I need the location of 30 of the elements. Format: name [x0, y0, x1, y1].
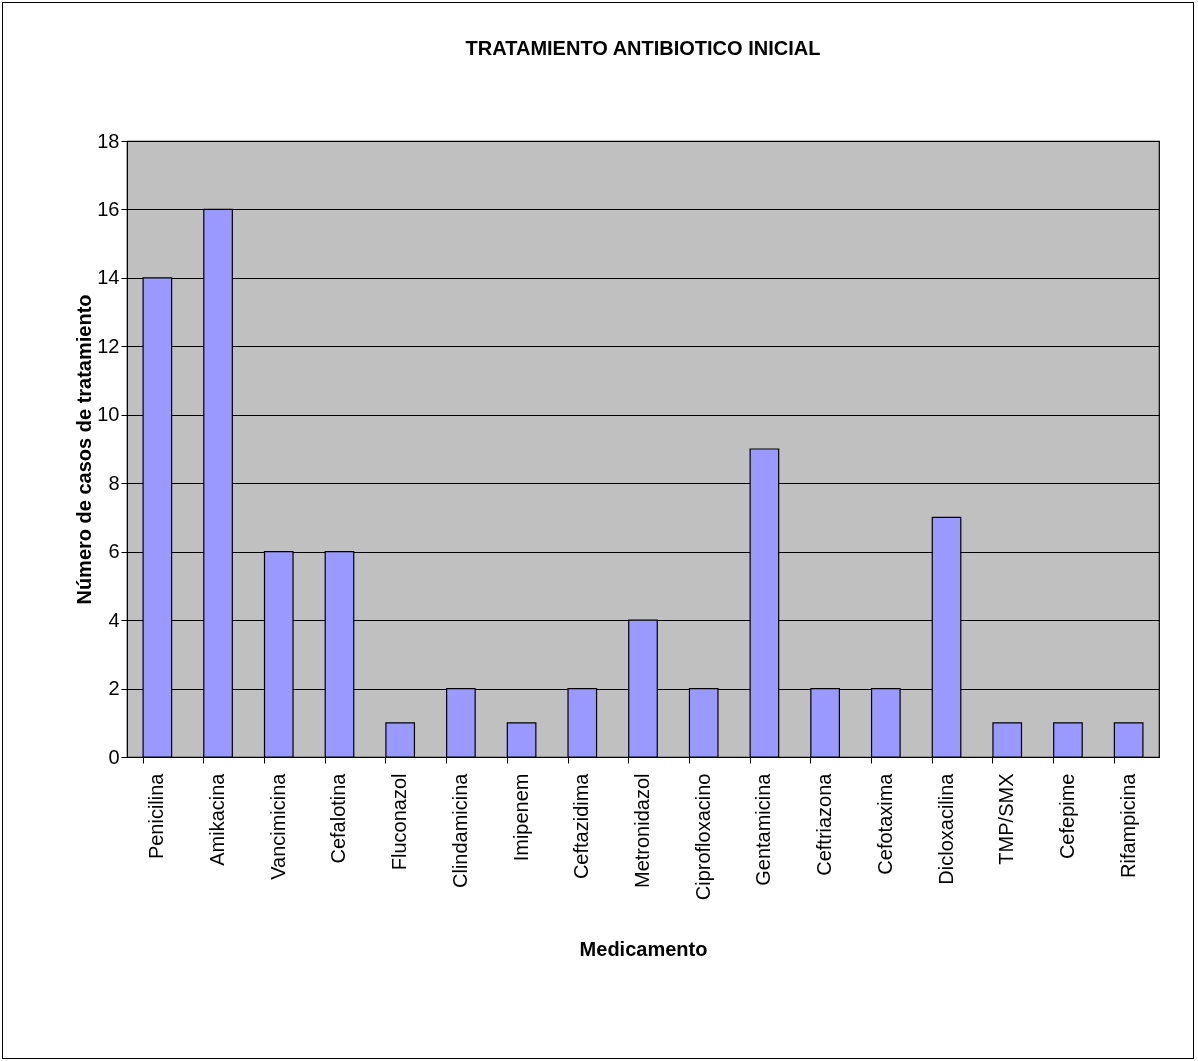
x-tick-label: Cefalotina — [327, 772, 350, 864]
y-axis-title: Número de casos de tratamiento — [73, 294, 96, 605]
x-tick-label: Rifampicina — [1116, 772, 1139, 878]
x-tick-label: Cefepime — [1055, 773, 1078, 860]
x-tick-label: Vancimicina — [266, 772, 289, 880]
y-tick-label: 2 — [108, 677, 120, 700]
x-tick-label: Clindamicina — [448, 772, 471, 888]
x-tick-label: Ciprofloxacino — [691, 773, 714, 901]
x-axis-title: Medicamento — [579, 938, 708, 961]
y-tick-label: 14 — [97, 266, 120, 289]
y-tick-label: 8 — [108, 471, 120, 494]
x-tick-label: TMP/SMX — [995, 773, 1018, 865]
x-tick-label: Dicloxacilina — [934, 772, 957, 885]
y-tick-label: 6 — [108, 540, 120, 563]
y-tick-label: 4 — [108, 608, 120, 631]
x-tick-label: Imipenem — [509, 773, 532, 862]
y-tick-label: 18 — [97, 129, 120, 152]
chart-title: TRATAMIENTO ANTIBIOTICO INICIAL — [465, 37, 821, 59]
x-tick-label: Cefotaxima — [873, 772, 896, 875]
x-tick-label: Fluconazol — [388, 773, 411, 871]
y-tick-label: 10 — [97, 403, 120, 426]
y-tick-label: 16 — [97, 197, 120, 220]
x-tick-label: Ceftazidima — [570, 772, 593, 880]
x-tick-label: Metronidazol — [631, 773, 653, 889]
x-tick-label: Amikacina — [206, 772, 229, 866]
x-tick-label: Gentamicina — [752, 772, 775, 886]
x-tick-label: Ceftriazona — [813, 772, 836, 876]
x-tick-label: Penicilina — [145, 772, 168, 860]
y-tick-label: 0 — [108, 745, 120, 768]
y-tick-label: 12 — [97, 334, 120, 357]
